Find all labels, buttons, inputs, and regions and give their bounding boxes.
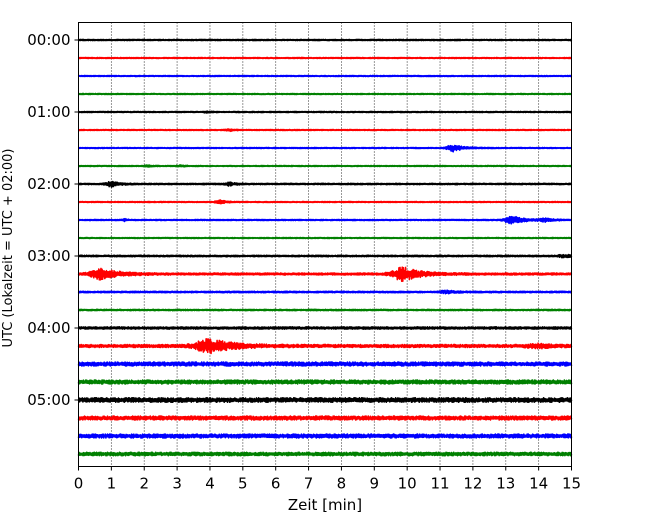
trace-0015 <box>77 56 573 60</box>
x-tick-label-10: 10 <box>398 475 417 493</box>
y-tick-label-05:00: 05:00 <box>27 391 70 409</box>
x-tick-label-0: 0 <box>74 475 84 493</box>
trace-0215 <box>77 199 572 205</box>
x-tick-label-11: 11 <box>430 475 449 493</box>
trace-0545 <box>77 451 573 457</box>
trace-0515 <box>77 415 573 421</box>
x-tick-label-15: 15 <box>562 475 581 493</box>
x-tick-label-12: 12 <box>463 475 482 493</box>
trace-0330 <box>77 289 573 295</box>
x-tick-label-9: 9 <box>370 475 380 493</box>
x-tick-label-4: 4 <box>205 475 215 493</box>
trace-0415 <box>77 337 573 355</box>
trace-0045 <box>78 92 573 96</box>
x-axis-ticks: 0 1 2 3 4 5 6 7 8 9 10 11 12 13 14 15 <box>74 466 581 493</box>
x-axis-label: Zeit [min] <box>288 496 362 514</box>
plot-frame <box>78 22 572 467</box>
trace-0430 <box>77 361 573 367</box>
y-tick-label-04:00: 04:00 <box>27 319 70 337</box>
trace-0130 <box>77 144 573 153</box>
x-tick-label-7: 7 <box>304 475 314 493</box>
x-tick-label-14: 14 <box>529 475 548 493</box>
x-tick-label-6: 6 <box>271 475 281 493</box>
vertical-grid <box>110 22 540 467</box>
x-tick-label-13: 13 <box>496 475 515 493</box>
trace-0115 <box>77 128 573 133</box>
x-tick-label-2: 2 <box>139 475 149 493</box>
y-tick-label-03:00: 03:00 <box>27 247 70 265</box>
y-axis-ticks: 00:00 01:00 02:00 03:00 04:00 05:00 <box>27 31 79 409</box>
trace-0230 <box>77 215 573 225</box>
trace-0030 <box>77 74 573 78</box>
trace-group <box>77 38 573 457</box>
trace-0200 <box>77 180 573 188</box>
y-tick-label-01:00: 01:00 <box>27 103 70 121</box>
y-axis-label: UTC (Lokalzeit = UTC + 02:00) <box>1 149 16 348</box>
trace-0300 <box>77 253 573 259</box>
trace-0245 <box>77 236 573 240</box>
x-tick-label-3: 3 <box>172 475 182 493</box>
trace-0445 <box>77 379 573 385</box>
trace-0530 <box>77 433 573 439</box>
trace-0400 <box>77 326 573 330</box>
y-tick-label-02:00: 02:00 <box>27 175 70 193</box>
x-tick-label-1: 1 <box>107 475 117 493</box>
trace-0100 <box>77 110 573 114</box>
trace-0345 <box>77 308 573 312</box>
trace-0500 <box>77 396 573 404</box>
x-tick-label-5: 5 <box>238 475 248 493</box>
x-tick-label-8: 8 <box>337 475 347 493</box>
trace-0000 <box>77 38 573 42</box>
trace-0315 <box>77 266 573 283</box>
y-tick-label-00:00: 00:00 <box>27 31 70 49</box>
trace-0145 <box>77 164 573 168</box>
